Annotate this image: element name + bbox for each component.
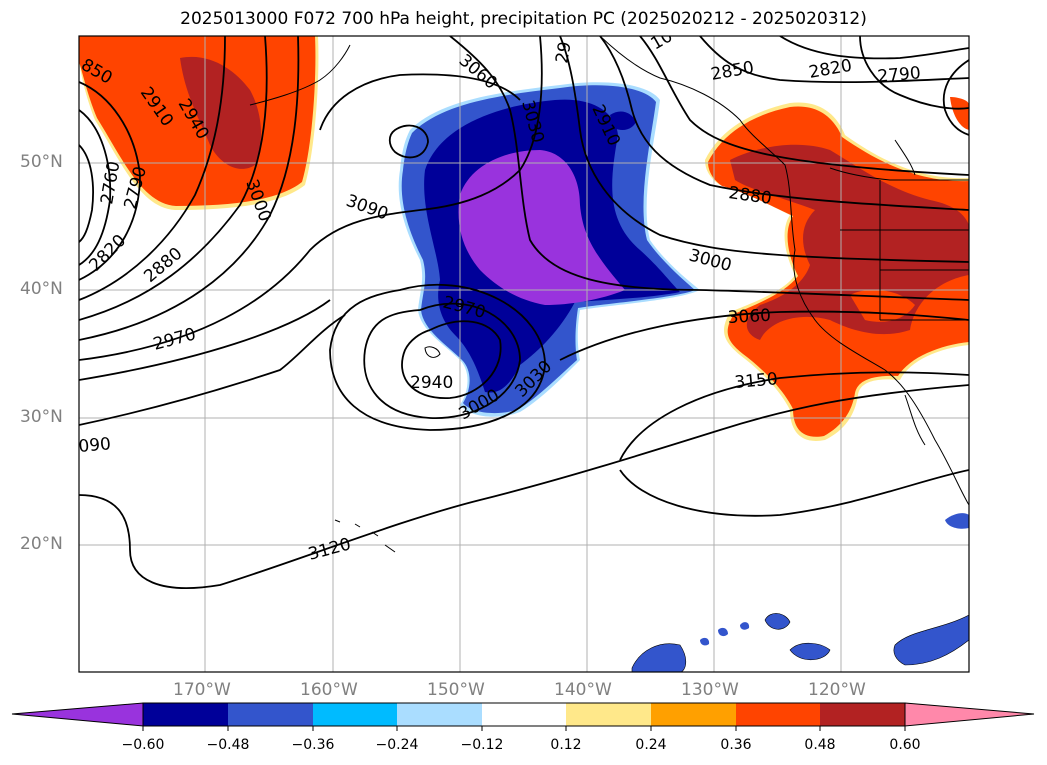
lon-label-120w: 120°W bbox=[808, 680, 866, 700]
colorbar-bin bbox=[228, 703, 313, 726]
map-title: 2025013000 F072 700 hPa height, precipit… bbox=[180, 9, 867, 29]
colorbar-tick-label: 0.12 bbox=[550, 737, 582, 753]
colorbar-bin bbox=[736, 703, 820, 726]
colorbar-tick-label: −0.36 bbox=[291, 737, 335, 753]
coastlines bbox=[249, 36, 969, 553]
contour-label: 2940 bbox=[410, 373, 453, 393]
lon-label-150w: 150°W bbox=[427, 680, 485, 700]
colorbar-tick-label: −0.12 bbox=[460, 737, 504, 753]
colorbar-extend-low bbox=[11, 702, 144, 727]
colorbar-bin bbox=[482, 703, 566, 726]
map-frame bbox=[78, 35, 970, 673]
precip-anomaly-small-patches bbox=[631, 97, 969, 672]
contour-label: 3060 bbox=[727, 306, 771, 328]
lat-label-30n: 30°N bbox=[20, 407, 63, 427]
colorbar-tick-label: 0.60 bbox=[889, 737, 921, 753]
colorbar-bin bbox=[143, 703, 228, 726]
lat-label-40n: 40°N bbox=[20, 279, 63, 299]
lon-label-160w: 160°W bbox=[300, 680, 358, 700]
colorbar-bin bbox=[313, 703, 397, 726]
colorbar bbox=[11, 702, 1035, 731]
lon-label-140w: 140°W bbox=[554, 680, 612, 700]
colorbar-bin bbox=[651, 703, 736, 726]
colorbar-tick-label: −0.60 bbox=[121, 737, 165, 753]
contour-label: 090 bbox=[78, 434, 112, 457]
colorbar-tick-label: 0.24 bbox=[635, 737, 667, 753]
colorbar-tick-label: 0.36 bbox=[720, 737, 752, 753]
colorbar-extend-high bbox=[904, 702, 1035, 727]
colorbar-tick-label: −0.24 bbox=[375, 737, 419, 753]
colorbar-bin bbox=[397, 703, 482, 726]
colorbar-bin bbox=[820, 703, 905, 726]
colorbar-tick-label: 0.48 bbox=[804, 737, 836, 753]
lon-label-170w: 170°W bbox=[173, 680, 231, 700]
colorbar-tick-label: −0.48 bbox=[206, 737, 250, 753]
contour-label: 2790 bbox=[877, 63, 922, 87]
contour-label: 29 bbox=[552, 40, 575, 65]
lon-label-130w: 130°W bbox=[681, 680, 739, 700]
lat-label-20n: 20°N bbox=[20, 534, 63, 554]
contour-label: 3150 bbox=[734, 369, 779, 393]
colorbar-frame bbox=[142, 702, 906, 727]
colorbar-bin bbox=[566, 703, 651, 726]
precip-anomaly-negative-central bbox=[398, 82, 700, 417]
height-contours bbox=[79, 36, 969, 589]
lat-label-50n: 50°N bbox=[20, 152, 63, 172]
